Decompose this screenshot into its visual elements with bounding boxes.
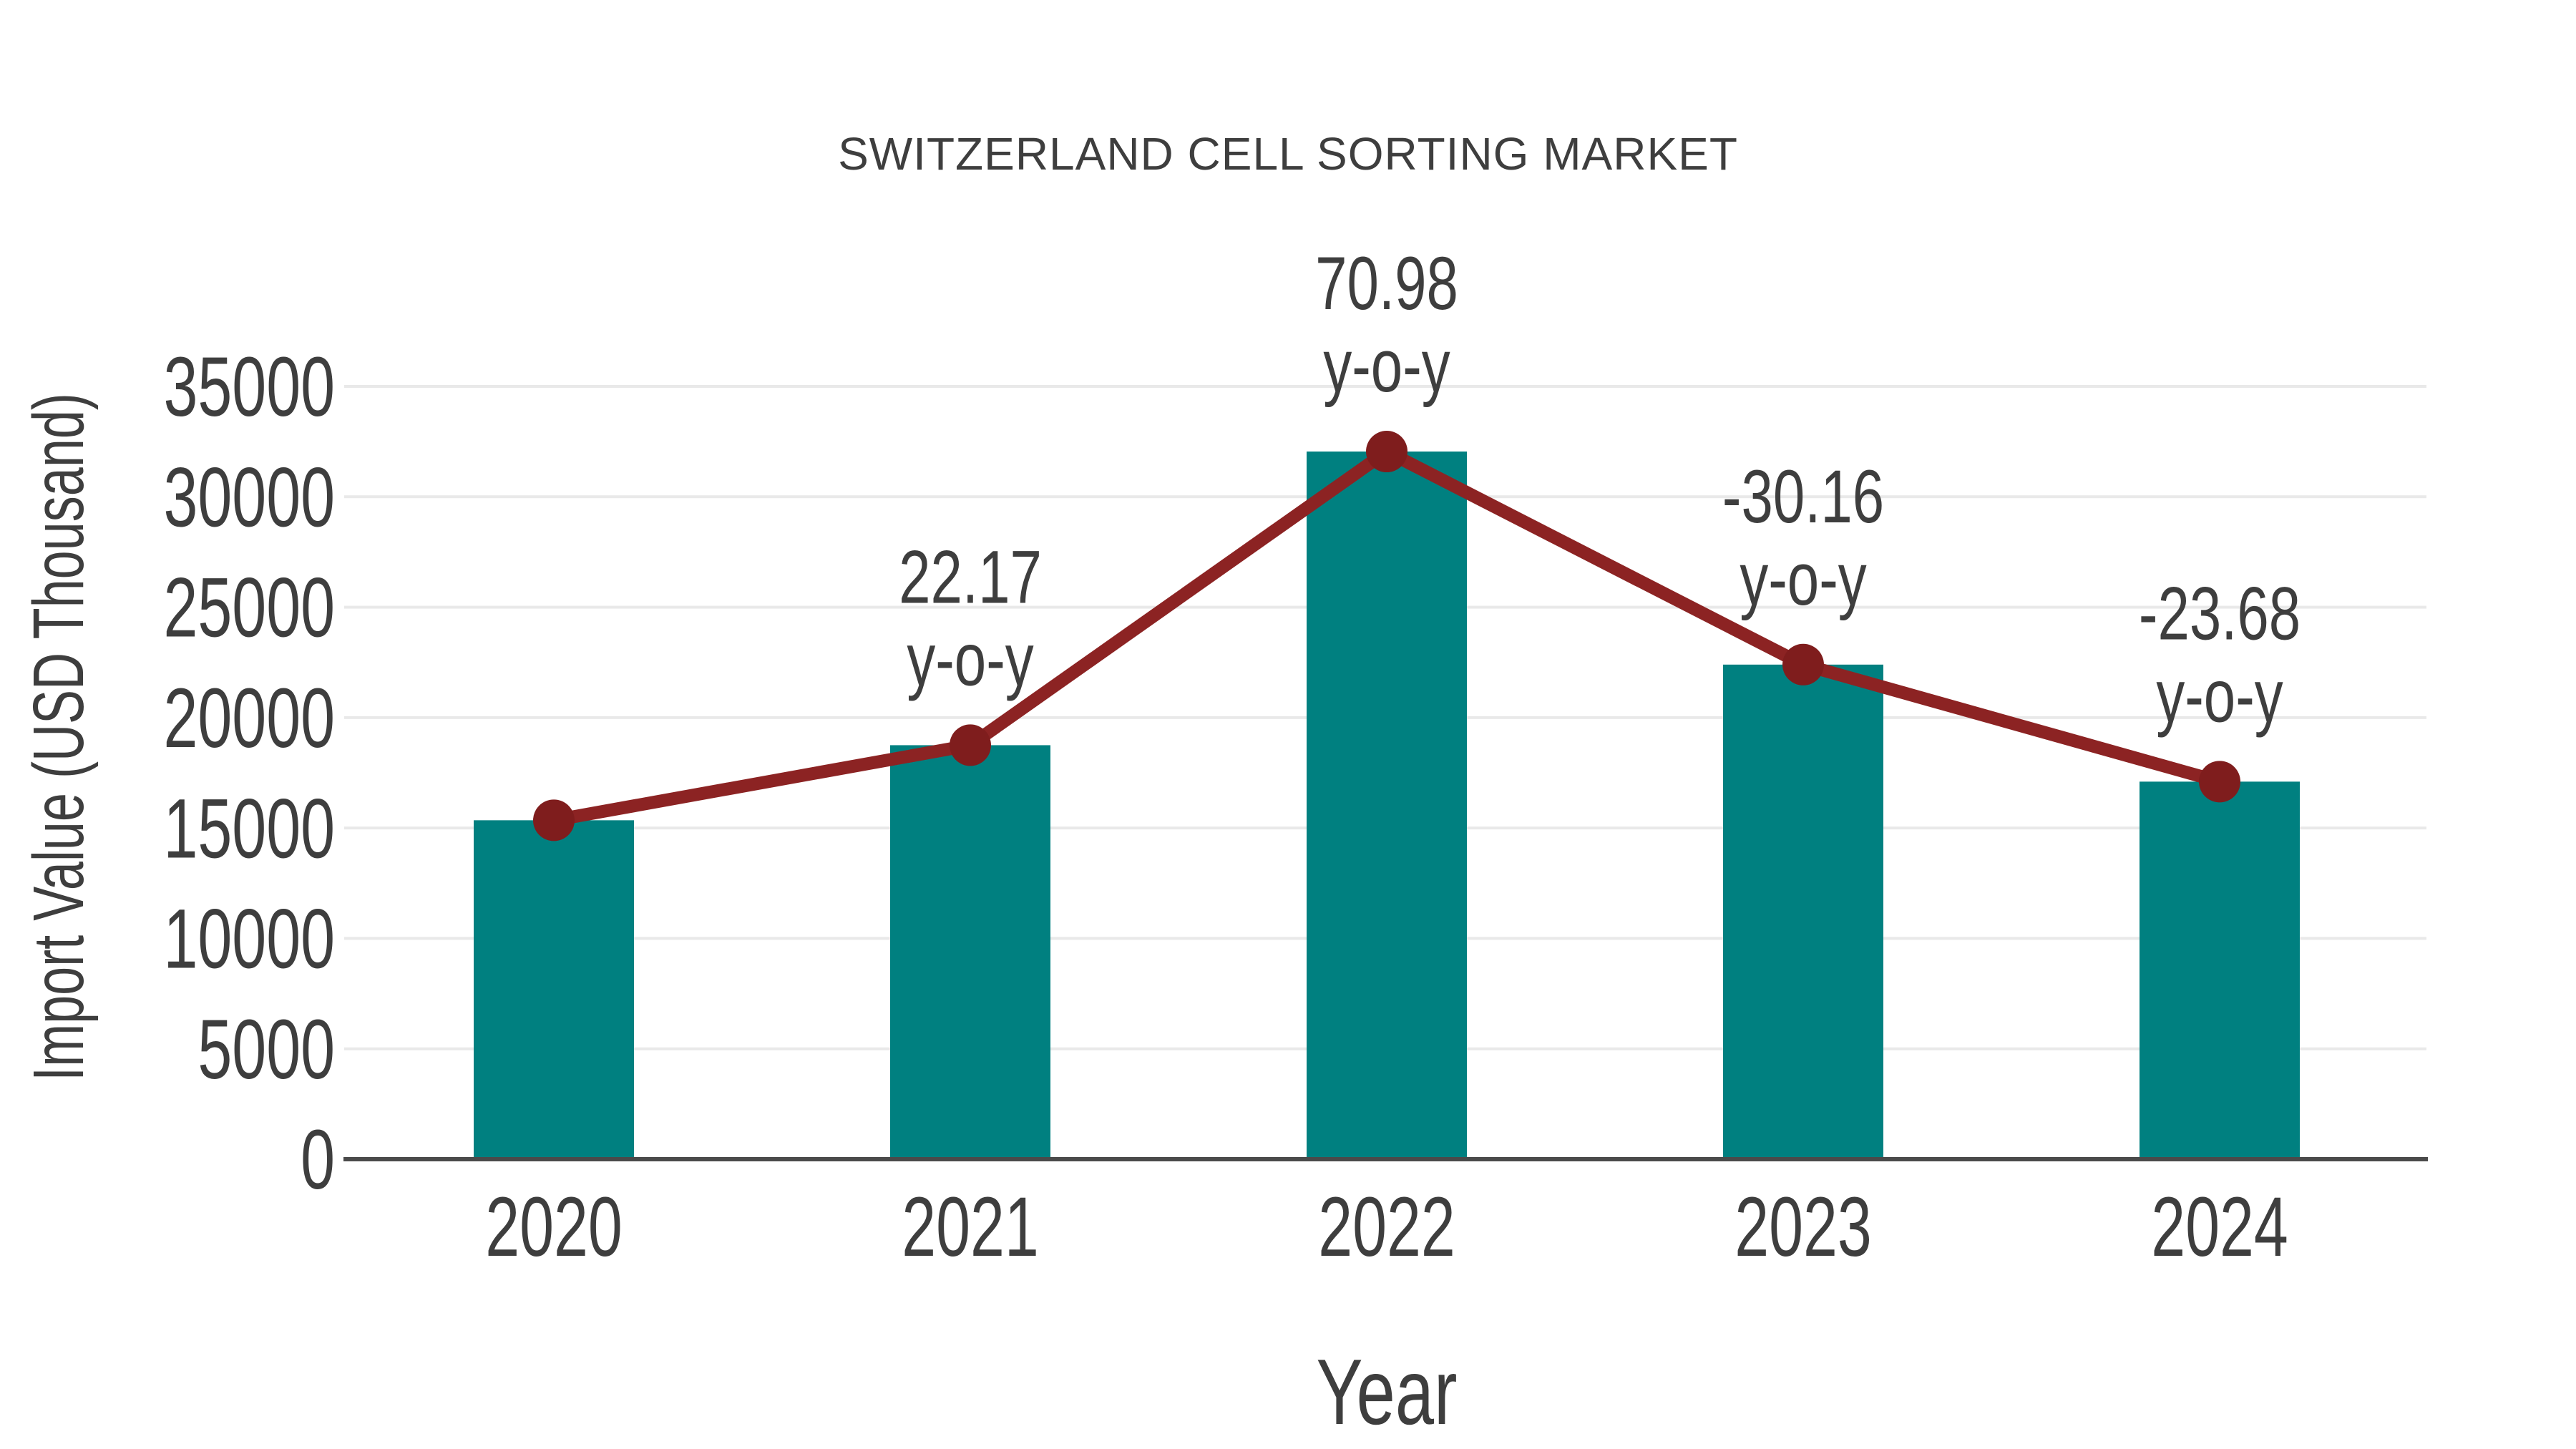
bar-2022 xyxy=(1307,452,1467,1159)
marker-2020 xyxy=(533,799,575,841)
bar-2024 xyxy=(2140,781,2300,1159)
marker-2023 xyxy=(1782,643,1824,686)
annotation-value-2023: -30.16 xyxy=(1722,454,1884,538)
x-tick-label-2023: 2023 xyxy=(1735,1179,1872,1274)
x-tick-label-2024: 2024 xyxy=(2151,1179,2288,1274)
annotation-suffix-2022: y-o-y xyxy=(1323,323,1450,407)
x-tick-label-2021: 2021 xyxy=(902,1179,1039,1274)
y-tick-label-10000: 10000 xyxy=(163,891,335,986)
y-tick-label-0: 0 xyxy=(301,1112,335,1207)
y-tick-label-30000: 30000 xyxy=(163,449,335,545)
y-tick-label-20000: 20000 xyxy=(163,670,335,766)
x-axis-title: Year xyxy=(1316,1340,1458,1444)
marker-2021 xyxy=(950,724,991,766)
x-tick-label-2020: 2020 xyxy=(485,1179,623,1274)
chart-title: SWITZERLAND CELL SORTING MARKET xyxy=(838,128,1738,180)
annotation-suffix-2021: y-o-y xyxy=(907,618,1034,701)
annotation-suffix-2023: y-o-y xyxy=(1740,537,1867,620)
x-tick-label-2022: 2022 xyxy=(1318,1179,1455,1274)
annotation-suffix-2024: y-o-y xyxy=(2156,654,2283,738)
annotation-value-2024: -23.68 xyxy=(2139,572,2301,655)
bar-2020 xyxy=(474,820,634,1159)
bar-2021 xyxy=(890,745,1050,1159)
marker-2024 xyxy=(2199,761,2240,803)
y-tick-label-5000: 5000 xyxy=(197,1001,335,1096)
bar-2023 xyxy=(1723,664,1883,1159)
annotation-value-2021: 22.17 xyxy=(899,535,1042,619)
y-tick-label-15000: 15000 xyxy=(163,781,335,876)
y-tick-label-35000: 35000 xyxy=(163,339,335,434)
annotation-value-2022: 70.98 xyxy=(1315,241,1458,325)
marker-2022 xyxy=(1366,431,1407,473)
y-tick-label-25000: 25000 xyxy=(163,560,335,655)
